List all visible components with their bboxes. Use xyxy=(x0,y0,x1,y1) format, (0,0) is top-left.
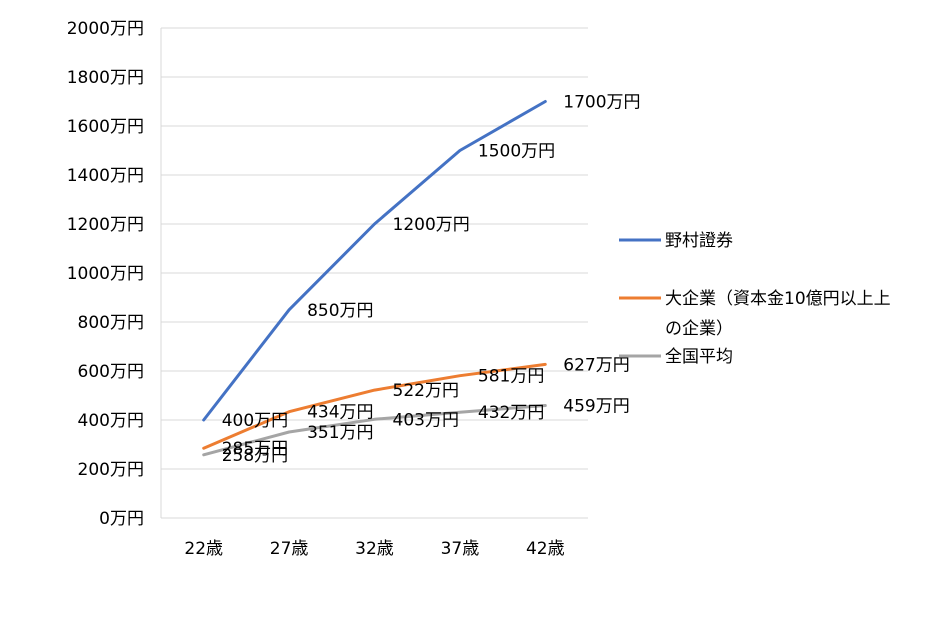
legend-label: 野村證券 xyxy=(665,231,733,251)
data-label: 1700万円 xyxy=(563,93,640,113)
data-label: 581万円 xyxy=(478,367,544,387)
series-line-3 xyxy=(202,404,547,457)
y-tick-label: 2000万円 xyxy=(67,19,144,39)
series-line-1 xyxy=(202,100,547,422)
data-label: 459万円 xyxy=(563,397,629,417)
legend-label: 全国平均 xyxy=(665,347,733,367)
y-axis-tick-labels: 0万円 200万円 400万円 600万円 800万円 1000万円 1200万円 1400万… xyxy=(67,19,144,529)
y-tick-label: 1200万円 xyxy=(67,215,144,235)
y-tick-label: 0万円 xyxy=(99,509,144,529)
y-tick-label: 400万円 xyxy=(78,411,144,431)
y-tick-label: 1400万円 xyxy=(67,166,144,186)
legend-label: 大企業（資本金10億円以上上 xyxy=(665,289,891,309)
legend-label: の企業） xyxy=(665,319,733,339)
data-label: 1500万円 xyxy=(478,142,555,162)
data-label: 258万円 xyxy=(222,446,288,466)
x-tick-label: 42歳 xyxy=(526,539,565,559)
data-label: 403万円 xyxy=(393,410,459,430)
axes xyxy=(160,28,588,519)
series-line-2 xyxy=(202,362,547,450)
x-tick-label: 27歳 xyxy=(270,539,309,559)
y-tick-label: 200万円 xyxy=(78,460,144,480)
data-label: 850万円 xyxy=(307,301,373,321)
x-tick-label: 22歳 xyxy=(184,539,223,559)
y-tick-label: 1600万円 xyxy=(67,117,144,137)
y-tick-label: 1800万円 xyxy=(67,68,144,88)
data-labels: 400万円 850万円 1200万円 1500万円 1700万円 285万円 434万円 52… xyxy=(222,93,641,466)
series-lines xyxy=(202,100,547,457)
data-label: 627万円 xyxy=(563,355,629,375)
y-tick-label: 600万円 xyxy=(78,362,144,382)
data-label: 432万円 xyxy=(478,403,544,423)
data-label: 434万円 xyxy=(307,403,373,423)
y-tick-label: 1000万円 xyxy=(67,264,144,284)
data-label: 285万円 xyxy=(222,439,288,459)
data-label: 1200万円 xyxy=(393,215,470,235)
data-label: 522万円 xyxy=(393,381,459,401)
x-tick-label: 37歳 xyxy=(441,539,480,559)
x-tick-label: 32歳 xyxy=(355,539,394,559)
data-label: 400万円 xyxy=(222,411,288,431)
data-label: 351万円 xyxy=(307,423,373,443)
x-axis-tick-labels: 22歳 27歳 32歳 37歳 42歳 xyxy=(184,539,564,559)
y-tick-label: 800万円 xyxy=(78,313,144,333)
